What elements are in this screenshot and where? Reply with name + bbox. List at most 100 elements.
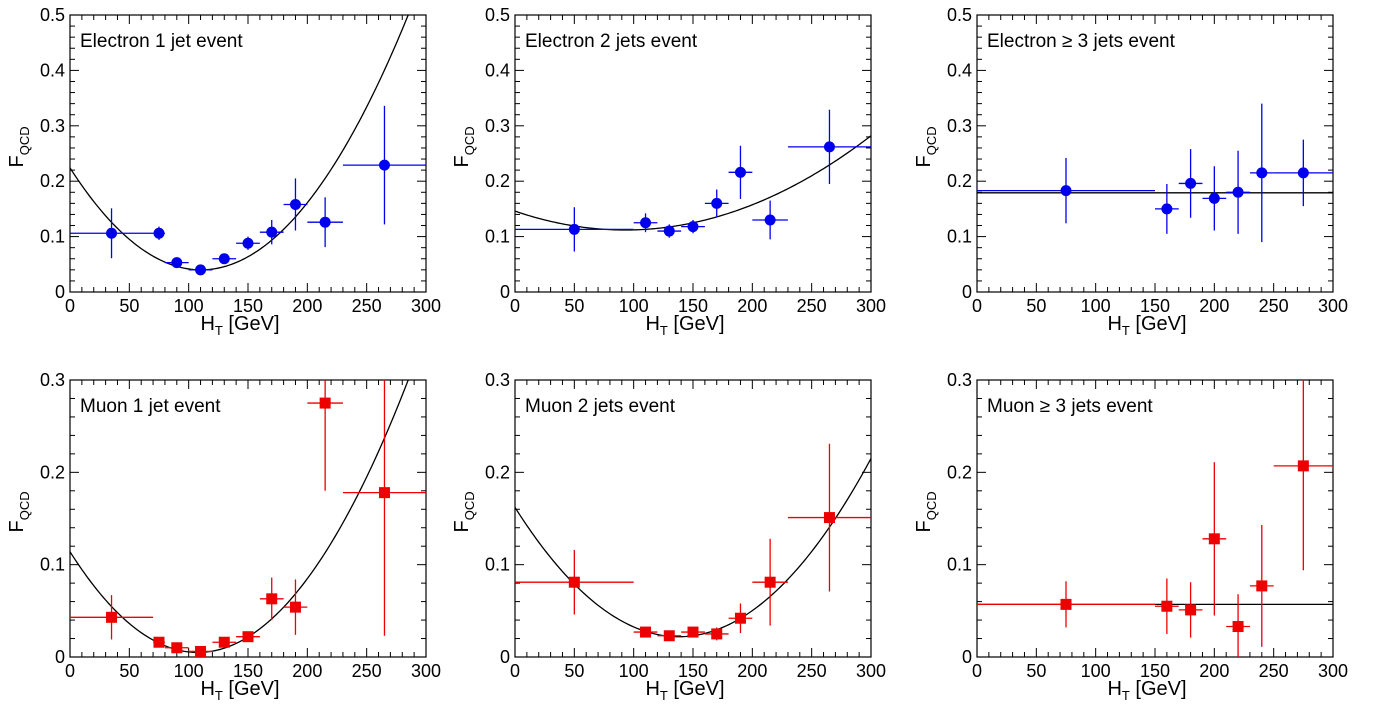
data-point xyxy=(342,105,426,225)
x-tick-label: 300 xyxy=(856,661,886,681)
circle-marker xyxy=(640,217,652,229)
square-marker xyxy=(218,636,230,648)
circle-marker xyxy=(1161,203,1173,215)
panel-4: 0 50 100 150 200 250 300 0 0.1 0.2 0.3 HT [GeV] FQCD… xyxy=(6,370,441,703)
data-point xyxy=(728,145,753,199)
square-marker xyxy=(1185,604,1197,616)
data-point xyxy=(1178,149,1203,218)
data-point xyxy=(633,626,658,638)
circle-marker xyxy=(319,216,331,228)
data-point xyxy=(236,631,260,643)
x-axis-title: HT [GeV] xyxy=(200,678,279,703)
circle-marker xyxy=(1208,192,1220,204)
x-tick-label: 250 xyxy=(1259,661,1289,681)
x-tick-label: 100 xyxy=(174,296,204,316)
plot-frame xyxy=(976,379,1334,658)
circle-marker xyxy=(1297,167,1309,179)
data-point xyxy=(1202,462,1227,616)
y-tick-label: 0 xyxy=(962,647,972,667)
plot-frame xyxy=(514,379,872,658)
y-tick-label: 0.3 xyxy=(947,370,972,390)
square-marker xyxy=(1161,600,1173,612)
y-tick-label: 0.3 xyxy=(485,370,510,390)
square-marker xyxy=(242,631,254,643)
x-tick-label: 250 xyxy=(1259,296,1289,316)
circle-marker xyxy=(289,198,301,210)
square-marker xyxy=(1297,460,1309,472)
data-point xyxy=(728,603,753,633)
x-tick-label: 50 xyxy=(119,661,139,681)
data-point xyxy=(212,636,237,648)
circle-marker xyxy=(378,159,390,171)
plot-frame xyxy=(514,14,872,293)
x-tick-label: 0 xyxy=(972,296,982,316)
y-tick-label: 0 xyxy=(55,282,65,302)
circle-marker xyxy=(764,214,776,226)
y-tick-label: 0.2 xyxy=(947,462,972,482)
y-axis-title: FQCD xyxy=(6,491,32,532)
x-tick-label: 50 xyxy=(564,661,584,681)
data-point xyxy=(1249,103,1274,243)
circle-marker xyxy=(1256,167,1268,179)
circle-marker xyxy=(568,223,580,235)
circle-marker xyxy=(218,253,230,265)
plot-frame xyxy=(69,379,427,658)
panel-6: 0 50 100 150 200 250 300 0 0.1 0.2 0.3 HT [GeV] FQCD… xyxy=(913,370,1348,703)
x-axis-title: HT [GeV] xyxy=(1107,313,1186,338)
data-point xyxy=(283,579,308,635)
circle-marker xyxy=(266,226,278,238)
y-tick-label: 0.2 xyxy=(485,171,510,191)
x-tick-label: 200 xyxy=(737,296,767,316)
y-tick-label: 0.2 xyxy=(485,462,510,482)
data-point xyxy=(153,226,165,240)
x-tick-label: 50 xyxy=(119,296,139,316)
circle-marker xyxy=(1060,185,1072,197)
data-point xyxy=(657,630,682,642)
x-tick-label: 0 xyxy=(510,296,520,316)
x-tick-label: 0 xyxy=(510,661,520,681)
circle-marker xyxy=(195,264,207,276)
square-marker xyxy=(106,611,118,623)
x-axis-title: HT [GeV] xyxy=(645,313,724,338)
y-tick-label: 0.1 xyxy=(947,555,972,575)
y-tick-label: 0.4 xyxy=(947,60,972,80)
y-tick-label: 0.5 xyxy=(947,5,972,25)
y-tick-label: 0.3 xyxy=(40,116,65,136)
x-tick-label: 50 xyxy=(564,296,584,316)
y-tick-label: 0.2 xyxy=(947,171,972,191)
data-point xyxy=(977,157,1155,224)
data-point xyxy=(1155,183,1179,234)
y-tick-label: 0.4 xyxy=(485,60,510,80)
y-tick-label: 0.4 xyxy=(40,60,65,80)
data-point xyxy=(1178,582,1203,638)
square-marker xyxy=(266,593,278,605)
x-tick-label: 100 xyxy=(174,661,204,681)
data-point xyxy=(1249,524,1274,647)
panel-5: 0 50 100 150 200 250 300 0 0.1 0.2 0.3 HT [GeV] FQCD… xyxy=(451,370,886,703)
data-point xyxy=(307,197,343,248)
y-tick-label: 0.1 xyxy=(485,555,510,575)
x-tick-label: 150 xyxy=(1140,296,1170,316)
panel-title: Muon ≥ 3 jets event xyxy=(987,396,1153,417)
x-axis-title: HT [GeV] xyxy=(200,313,279,338)
x-tick-label: 0 xyxy=(972,661,982,681)
data-point xyxy=(681,219,705,234)
data-point xyxy=(153,636,165,648)
panel-title: Electron ≥ 3 jets event xyxy=(987,31,1176,52)
circle-marker xyxy=(823,141,835,153)
y-tick-label: 0.1 xyxy=(40,555,65,575)
y-tick-label: 0.2 xyxy=(40,462,65,482)
x-tick-label: 200 xyxy=(292,661,322,681)
data-point xyxy=(657,224,682,238)
square-marker xyxy=(289,601,301,613)
data-point xyxy=(704,627,729,641)
circle-marker xyxy=(734,166,746,178)
fit-curve xyxy=(515,135,871,231)
data-point xyxy=(515,207,634,252)
circle-marker xyxy=(711,197,723,209)
data-point xyxy=(633,213,658,233)
data-point xyxy=(1273,139,1333,207)
data-point xyxy=(70,595,154,640)
x-tick-label: 0 xyxy=(65,661,75,681)
